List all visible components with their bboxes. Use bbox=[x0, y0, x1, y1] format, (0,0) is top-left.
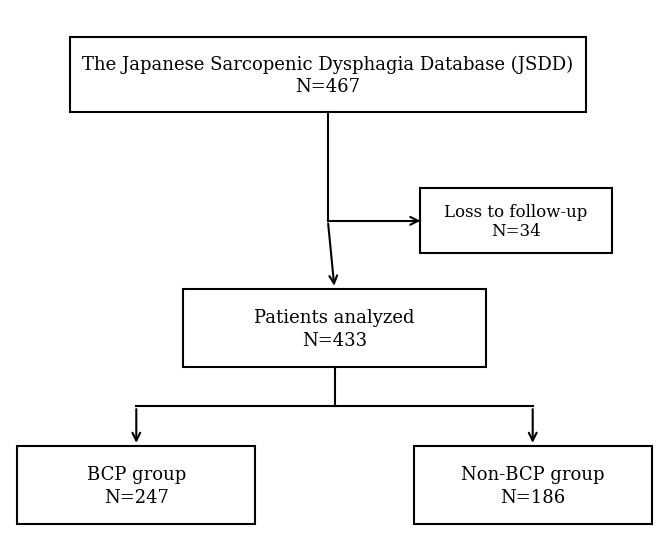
Text: N=247: N=247 bbox=[104, 490, 169, 507]
FancyBboxPatch shape bbox=[70, 37, 585, 113]
Text: The Japanese Sarcopenic Dysphagia Database (JSDD): The Japanese Sarcopenic Dysphagia Databa… bbox=[82, 56, 573, 74]
Text: Patients analyzed: Patients analyzed bbox=[254, 309, 415, 327]
FancyBboxPatch shape bbox=[183, 289, 486, 367]
FancyBboxPatch shape bbox=[414, 446, 652, 524]
Text: Loss to follow-up: Loss to follow-up bbox=[444, 204, 588, 221]
Text: N=467: N=467 bbox=[296, 79, 361, 96]
Text: BCP group: BCP group bbox=[87, 466, 186, 483]
Text: N=186: N=186 bbox=[500, 490, 565, 507]
Text: N=433: N=433 bbox=[302, 332, 367, 350]
FancyBboxPatch shape bbox=[420, 188, 612, 254]
Text: N=34: N=34 bbox=[491, 223, 541, 240]
Text: Non-BCP group: Non-BCP group bbox=[461, 466, 605, 483]
FancyBboxPatch shape bbox=[17, 446, 255, 524]
